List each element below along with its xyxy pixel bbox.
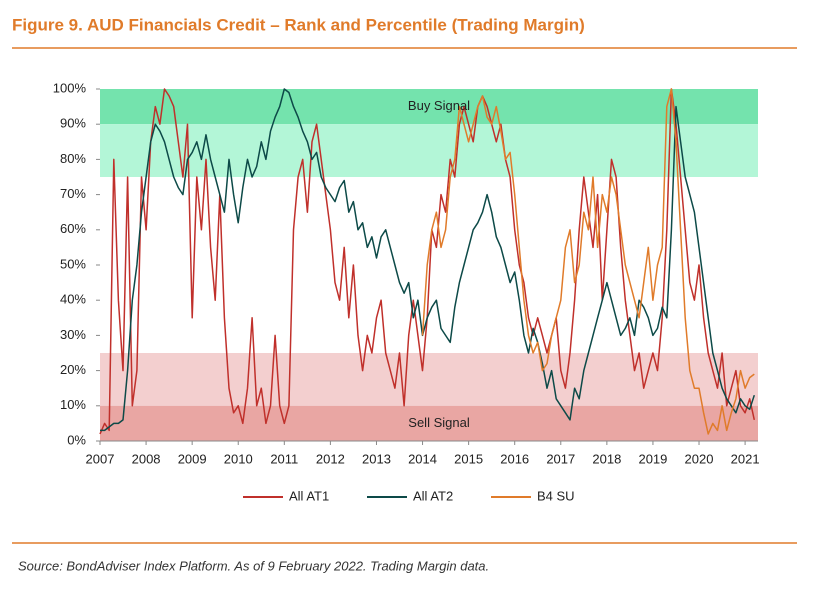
x-tick-label: 2011: [270, 451, 298, 466]
x-tick-label: 2014: [408, 451, 437, 466]
y-tick-label: 60%: [60, 221, 86, 236]
legend-label: All AT1: [289, 488, 329, 503]
y-tick-label: 20%: [60, 362, 86, 377]
x-tick-label: 2009: [178, 451, 207, 466]
y-tick-label: 0%: [67, 432, 86, 447]
band-label: Sell Signal: [408, 415, 470, 430]
x-tick-label: 2021: [731, 451, 760, 466]
legend-label: All AT2: [413, 488, 453, 503]
y-tick-label: 90%: [60, 116, 86, 131]
y-tick-label: 30%: [60, 327, 86, 342]
series-line: [421, 88, 755, 435]
x-tick-label: 2013: [362, 451, 391, 466]
x-tick-label: 2019: [638, 451, 667, 466]
signal-band: [100, 353, 758, 406]
chart-title: Figure 9. AUD Financials Credit – Rank a…: [12, 15, 585, 34]
legend-label: B4 SU: [537, 488, 575, 503]
source-note: Source: BondAdviser Index Platform. As o…: [18, 558, 489, 573]
signal-band: [100, 405, 758, 441]
x-tick-label: 2015: [454, 451, 483, 466]
x-tick-label: 2008: [132, 451, 161, 466]
y-tick-label: 50%: [60, 256, 86, 271]
y-tick-label: 80%: [60, 151, 86, 166]
band-label: Buy Signal: [408, 98, 470, 113]
x-tick-label: 2017: [546, 451, 575, 466]
series-line: [100, 88, 756, 432]
y-tick-label: 100%: [53, 80, 87, 95]
y-tick-label: 10%: [60, 397, 86, 412]
x-tick-label: 2018: [592, 451, 621, 466]
signal-band: [100, 89, 758, 125]
y-tick-label: 70%: [60, 186, 86, 201]
x-tick-label: 2020: [685, 451, 714, 466]
y-tick-label: 40%: [60, 292, 86, 307]
x-tick-label: 2016: [500, 451, 529, 466]
x-tick-label: 2010: [224, 451, 253, 466]
x-tick-label: 2012: [316, 451, 345, 466]
x-tick-label: 2007: [86, 451, 115, 466]
